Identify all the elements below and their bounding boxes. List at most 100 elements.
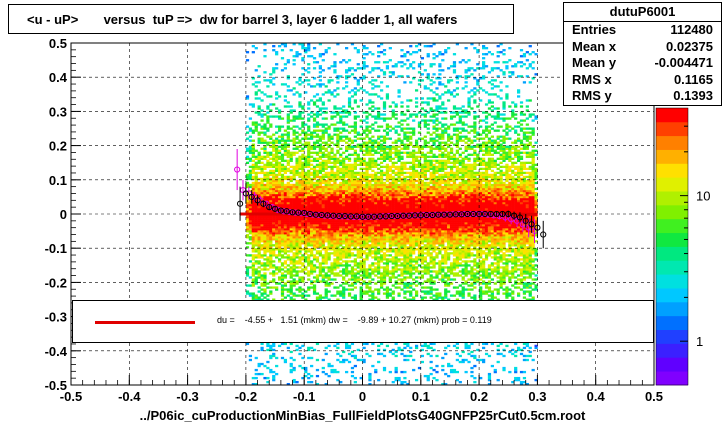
heatmap-cell	[397, 209, 401, 213]
heatmap-cell	[315, 374, 320, 378]
heatmap-cell	[403, 232, 407, 235]
heatmap-cell	[371, 191, 375, 195]
heatmap-cell	[304, 252, 308, 255]
heatmap-cell	[403, 224, 407, 227]
heatmap-cell	[350, 224, 355, 227]
heatmap-cell	[391, 268, 395, 271]
heatmap-cell	[382, 220, 387, 223]
heatmap-cell	[315, 151, 320, 154]
heatmap-cell	[266, 244, 270, 247]
heatmap-cell	[301, 376, 305, 380]
heatmap-cell	[275, 115, 279, 118]
heatmap-cell	[327, 344, 331, 348]
heatmap-cell	[417, 240, 422, 243]
heatmap-cell	[310, 173, 314, 177]
heatmap-cell	[377, 250, 381, 253]
heatmap-cell	[292, 147, 296, 150]
heatmap-cell	[365, 111, 369, 114]
heatmap-cell	[345, 280, 349, 283]
heatmap-cell	[374, 171, 378, 175]
heatmap-cell	[304, 161, 308, 164]
heatmap-cell	[263, 149, 267, 152]
heatmap-cell	[286, 137, 290, 140]
heatmap-cell	[339, 262, 343, 265]
heatmap-cell	[251, 236, 255, 239]
heatmap-cell	[400, 183, 404, 187]
heatmap-cell	[379, 197, 384, 201]
heatmap-cell	[414, 141, 419, 144]
heatmap-cell	[327, 159, 331, 162]
heatmap-cell	[251, 129, 255, 132]
heatmap-cell	[365, 135, 369, 138]
heatmap-cell	[324, 248, 328, 251]
heatmap-cell	[374, 256, 378, 259]
heatmap-cell	[251, 256, 255, 259]
heatmap-cell	[260, 228, 264, 231]
heatmap-cell	[307, 254, 311, 257]
heatmap-cell	[257, 254, 261, 257]
heatmap-cell	[406, 382, 410, 386]
heatmap-cell	[350, 270, 355, 273]
heatmap-cell	[318, 151, 322, 154]
heatmap-cell	[251, 187, 255, 191]
heatmap-cell	[388, 292, 392, 295]
heatmap-cell	[286, 240, 290, 243]
heatmap-cell	[251, 266, 255, 269]
heatmap-cell	[310, 234, 314, 237]
heatmap-cell	[403, 179, 407, 183]
heatmap-cell	[406, 139, 410, 142]
heatmap-cell	[324, 123, 328, 126]
heatmap-cell	[327, 256, 331, 259]
heatmap-cell	[333, 71, 337, 74]
heatmap-cell	[286, 346, 290, 350]
heatmap-cell	[263, 133, 267, 136]
heatmap-cell	[333, 191, 337, 195]
heatmap-cell	[347, 101, 352, 104]
heatmap-cell	[336, 193, 340, 197]
heatmap-cell	[327, 226, 331, 229]
heatmap-cell	[318, 238, 322, 241]
heatmap-cell	[257, 205, 261, 209]
heatmap-cell	[272, 230, 276, 233]
heatmap-cell	[374, 191, 378, 195]
heatmap-cell	[275, 201, 279, 205]
heatmap-cell	[312, 47, 317, 50]
heatmap-cell	[368, 382, 372, 386]
heatmap-cell	[269, 79, 273, 82]
heatmap-cell	[412, 169, 416, 173]
heatmap-cell	[409, 193, 413, 197]
heatmap-cell	[400, 288, 404, 291]
heatmap-cell	[359, 167, 363, 171]
heatmap-cell	[292, 203, 296, 207]
heatmap-cell	[263, 258, 267, 261]
heatmap-cell	[327, 248, 331, 251]
heatmap-cell	[388, 228, 392, 231]
heatmap-cell	[414, 242, 419, 245]
heatmap-cell	[330, 161, 334, 164]
heatmap-cell	[382, 366, 387, 370]
heatmap-cell	[295, 201, 299, 205]
heatmap-cell	[365, 342, 369, 346]
heatmap-cell	[269, 153, 273, 156]
heatmap-cell	[277, 234, 282, 237]
heatmap-cell	[414, 207, 419, 211]
heatmap-cell	[310, 171, 314, 175]
heatmap-cell	[280, 83, 285, 86]
heatmap-cell	[374, 236, 378, 239]
heatmap-cell	[324, 292, 328, 295]
heatmap-cell	[347, 163, 352, 167]
heatmap-cell	[374, 242, 378, 245]
heatmap-cell	[286, 61, 290, 64]
heatmap-cell	[286, 187, 290, 191]
heatmap-cell	[359, 183, 363, 187]
heatmap-cell	[342, 173, 346, 177]
heatmap-cell	[295, 232, 299, 235]
heatmap-cell	[257, 260, 261, 263]
heatmap-cell	[304, 185, 308, 189]
heatmap-cell	[406, 135, 410, 138]
heatmap-cell	[301, 203, 305, 207]
heatmap-cell	[377, 51, 381, 54]
heatmap-cell	[409, 155, 413, 158]
heatmap-cell	[301, 191, 305, 195]
heatmap-cell	[385, 195, 390, 199]
